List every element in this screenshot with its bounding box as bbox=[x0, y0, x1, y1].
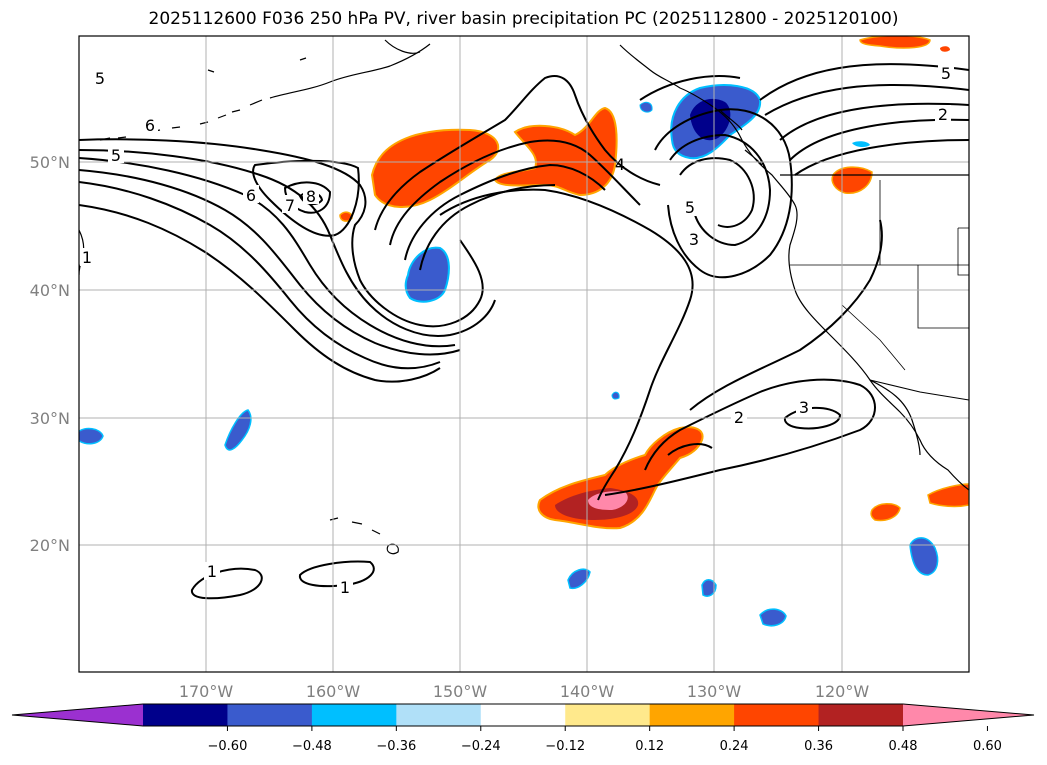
colorbar-segment bbox=[227, 704, 313, 726]
lon-label: 130°W bbox=[687, 682, 742, 701]
colorbar-extension-high bbox=[903, 704, 1034, 726]
lon-label: 170°W bbox=[179, 682, 234, 701]
precipitation-shading bbox=[79, 36, 969, 627]
contour-label: 1 bbox=[207, 562, 217, 581]
precip-positive-gulf-alaska bbox=[370, 128, 500, 208]
contour-label: 7 bbox=[285, 196, 295, 215]
lat-label: 20°N bbox=[30, 536, 70, 555]
contour-label: 3 bbox=[689, 230, 699, 249]
latitude-labels: 50°N 40°N 30°N 20°N bbox=[30, 153, 70, 555]
contour-label: 6 bbox=[145, 116, 155, 135]
lon-label: 140°W bbox=[560, 682, 615, 701]
colorbar-tick-label: 0.12 bbox=[635, 739, 664, 754]
colorbar-segment bbox=[480, 704, 566, 726]
lat-label: 40°N bbox=[30, 281, 70, 300]
coastlines bbox=[79, 39, 969, 555]
contour-label: 2 bbox=[734, 408, 744, 427]
contour-label: 1 bbox=[340, 578, 350, 597]
lon-label: 160°W bbox=[306, 682, 361, 701]
pv-contours bbox=[79, 63, 969, 600]
contour-label: 8 bbox=[306, 187, 316, 206]
colorbar-segment bbox=[143, 704, 228, 726]
colorbar-segment bbox=[565, 704, 651, 726]
colorbar-segment bbox=[649, 704, 735, 726]
contour-label: 5 bbox=[95, 69, 105, 88]
longitude-labels: 170°W 160°W 150°W 140°W 130°W 120°W bbox=[179, 682, 870, 701]
contour-label: 4 bbox=[615, 155, 625, 174]
colorbar-extension-low bbox=[12, 704, 143, 726]
colorbar-tick-label: −0.36 bbox=[376, 739, 416, 754]
colorbar-tick-label: 0.60 bbox=[973, 739, 1002, 754]
colorbar-segment bbox=[311, 704, 397, 726]
lon-label: 120°W bbox=[815, 682, 870, 701]
contour-label: 2 bbox=[938, 105, 948, 124]
contour-label: 6 bbox=[246, 186, 256, 205]
colorbar-tick-label: 0.24 bbox=[720, 739, 749, 754]
colorbar-segment bbox=[818, 704, 904, 726]
contour-label: 5 bbox=[941, 64, 951, 83]
contour-label: 3 bbox=[799, 398, 809, 417]
colorbar-tick-label: −0.60 bbox=[208, 739, 248, 754]
colorbar-segment bbox=[396, 704, 482, 726]
lat-label: 30°N bbox=[30, 409, 70, 428]
map-title: 2025112600 F036 250 hPa PV, river basin … bbox=[148, 9, 899, 29]
contour-label: 5 bbox=[685, 198, 695, 217]
colorbar-tick-label: −0.12 bbox=[545, 739, 585, 754]
map-frame bbox=[78, 35, 970, 673]
contour-label: 5 bbox=[111, 146, 121, 165]
colorbar-tick-label: −0.24 bbox=[461, 739, 501, 754]
colorbar-segment bbox=[734, 704, 820, 726]
lat-label: 50°N bbox=[30, 153, 70, 172]
contour-label: 1 bbox=[82, 248, 92, 267]
lon-label: 150°W bbox=[433, 682, 488, 701]
colorbar: −0.60 −0.48 −0.36 −0.24 −0.12 0.12 0.24 0.36 0.4… bbox=[11, 703, 1035, 754]
colorbar-tick-label: 0.36 bbox=[804, 739, 833, 754]
contour-labels: 5 6 5 6 7 8 1 5 2 5 3 4 2 3 1 1 bbox=[80, 64, 954, 597]
colorbar-tick-label: −0.48 bbox=[292, 739, 332, 754]
colorbar-tick-label: 0.48 bbox=[889, 739, 918, 754]
